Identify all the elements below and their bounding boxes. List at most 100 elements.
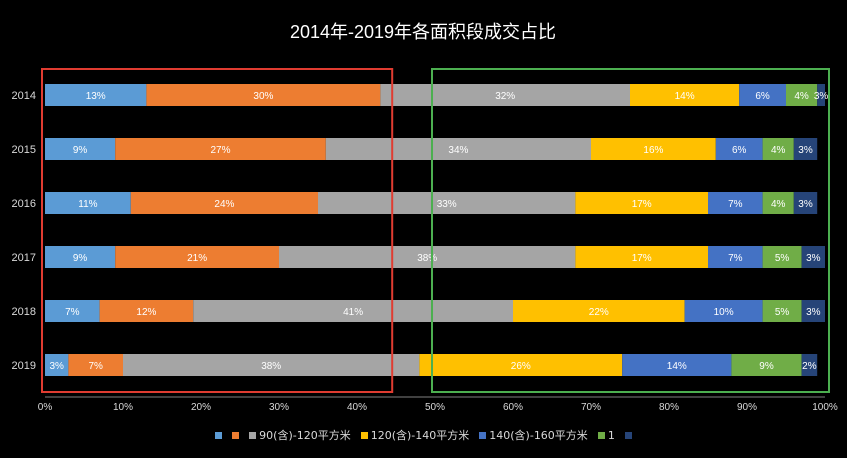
bar-segment-2019-1 [68,354,123,376]
data-label-2015-1: 27% [210,145,230,156]
data-label-2017-0: 9% [73,253,88,264]
data-label-2014-1: 30% [253,91,273,102]
data-label-2015-6: 3% [798,145,813,156]
data-label-2018-4: 10% [714,307,734,318]
data-label-2017-6: 3% [806,253,821,264]
annotation-layer [41,68,830,393]
legend-swatch-5 [597,431,605,439]
data-label-2017-5: 5% [775,253,790,264]
data-label-2016-2: 33% [437,199,457,210]
legend: 90(含)-120平方米 120(含)-140平方米 140(含)-160平方米 1 [0,424,847,446]
data-label-2018-2: 41% [343,307,363,318]
bar-segment-2014-0 [45,84,147,106]
data-label-2019-2: 38% [261,361,281,372]
legend-swatch-1 [232,431,240,439]
x-tick-label-7: 70% [581,402,601,413]
legend-item-0 [215,431,223,439]
legend-item-6 [624,431,632,439]
bar-segment-2016-0 [45,192,131,214]
bar-segment-2014-4 [739,84,786,106]
axis-layer: 0% 10% 20% 30% 40% 50% 60% 70% 80% 90% 100% [38,396,838,413]
data-label-2014-0: 13% [86,91,106,102]
data-label-2019-3: 26% [511,361,531,372]
legend-item-5: 1 [597,428,615,442]
data-label-2017-3: 17% [632,253,652,264]
bar-segment-2017-6 [801,246,825,268]
bar-segment-2017-3 [575,246,708,268]
y-tick-label-2015: 2015 [12,144,36,156]
data-label-2017-1: 21% [187,253,207,264]
legend-item-2: 90(含)-120平方米 [249,427,351,443]
data-label-2016-0: 11% [78,199,97,210]
data-label-2018-5: 5% [775,307,790,318]
highlight-box-0 [41,68,394,393]
bar-segment-2017-5 [762,246,802,268]
data-label-2015-2: 34% [448,145,468,156]
data-label-2018-1: 12% [136,307,156,318]
x-tick-label-0: 0% [38,402,53,413]
data-label-2019-4: 14% [667,361,687,372]
bar-segment-2015-0 [45,138,116,160]
x-tick-label-1: 10% [113,402,133,413]
bar-segment-2018-3 [513,300,685,322]
bar-segment-2014-6 [817,84,825,106]
bar-segment-2016-1 [130,192,318,214]
data-label-2019-0: 3% [49,361,64,372]
data-label-2017-4: 7% [728,253,743,264]
bar-segment-2017-4 [708,246,763,268]
y-tick-label-2016: 2016 [12,198,36,210]
x-tick-label-8: 80% [659,402,679,413]
legend-item-4: 140(含)-160平方米 [479,427,588,443]
data-label-2016-3: 17% [632,199,652,210]
bar-segment-2019-4 [622,354,732,376]
bar-segment-2015-1 [115,138,326,160]
y-tick-label-2017: 2017 [12,252,36,264]
legend-label-2: 90(含)-120平方米 [259,429,351,442]
legend-swatch-0 [215,431,223,439]
highlight-box-1 [431,68,830,393]
data-label-2018-3: 22% [589,307,609,318]
data-label-2017-2: 38% [417,253,437,264]
y-tick-label-2014: 2014 [12,90,36,102]
bar-segment-2015-4 [715,138,763,160]
data-label-2015-0: 9% [73,145,88,156]
x-tick-label-9: 90% [737,402,757,413]
legend-swatch-3 [360,431,368,439]
x-tick-label-5: 50% [425,402,445,413]
bar-segment-2017-1 [115,246,279,268]
bar-segment-2019-0 [45,354,69,376]
legend-swatch-4 [479,431,487,439]
data-label-2015-5: 4% [771,145,786,156]
legend-label-4: 140(含)-160平方米 [489,429,588,442]
data-label-2014-3: 14% [675,91,695,102]
data-label-2019-1: 7% [88,361,103,372]
legend-label-5: 1 [607,428,615,442]
data-label-2014-2: 32% [495,91,515,102]
bar-segment-2015-3 [591,138,716,160]
data-label-2014-4: 6% [755,91,770,102]
legend-swatch-2 [249,431,257,439]
x-tick-label-10: 100% [812,402,838,413]
x-tick-label-2: 20% [191,402,211,413]
bar-segment-2016-6 [793,192,818,214]
data-label-2014-6: 3% [814,91,829,102]
bar-segment-2016-4 [708,192,763,214]
data-label-2016-4: 7% [728,199,743,210]
data-label-2015-3: 16% [643,145,663,156]
bar-segment-2017-0 [45,246,116,268]
legend-item-3: 120(含)-140平方米 [360,427,469,443]
bars-layer: 2014 13% 30% 32% 14% 6% 4% 3% 2015 9% 27% 34% 16% 6% 4… [12,84,829,376]
data-label-2019-5: 9% [759,361,774,372]
bar-segment-2016-3 [575,192,708,214]
data-label-2019-6: 2% [802,361,817,372]
x-tick-label-4: 40% [347,402,367,413]
bar-segment-2019-6 [801,354,818,376]
bar-segment-2018-2 [193,300,513,322]
chart-title: 2014年-2019年各面积段成交占比 [290,22,556,42]
bar-segment-2017-2 [279,246,576,268]
x-tick-label-6: 60% [503,402,523,413]
bar-segment-2014-5 [786,84,818,106]
x-tick-label-3: 30% [269,402,289,413]
